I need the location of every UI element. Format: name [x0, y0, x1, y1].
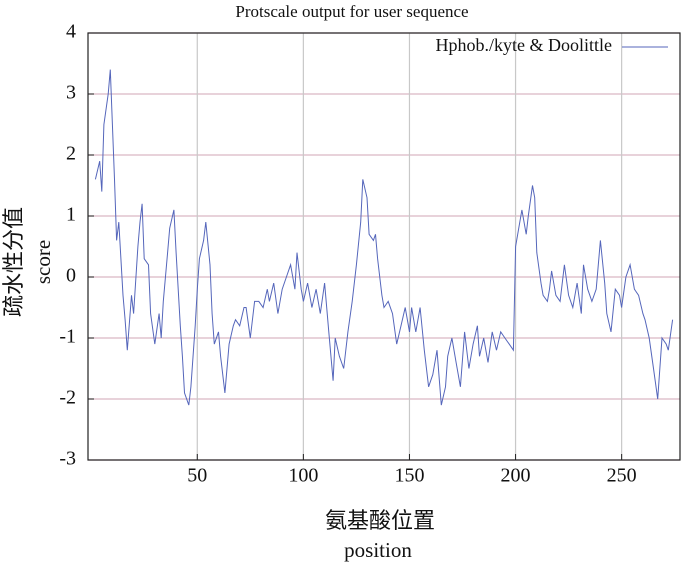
- x-axis-label-cn: 氨基酸位置: [325, 508, 435, 533]
- y-tick-label: -3: [59, 448, 76, 470]
- legend-label: Hphob./kyte & Doolittle: [436, 35, 612, 55]
- x-tick-label: 200: [501, 465, 531, 487]
- chart-title: Protscale output for user sequence: [235, 2, 468, 21]
- x-tick-label: 250: [607, 465, 637, 487]
- y-axis-label: score: [31, 240, 55, 284]
- y-tick-label: -1: [59, 326, 76, 348]
- data-line: [94, 69, 674, 406]
- y-tick-label: 1: [66, 204, 76, 226]
- y-tick-label: 3: [66, 82, 76, 104]
- x-tick-label: 50: [187, 465, 207, 487]
- y-tick-label: 2: [66, 143, 76, 165]
- y-tick-label: 4: [66, 21, 76, 43]
- x-tick-label: 100: [288, 465, 318, 487]
- x-tick-label: 150: [394, 465, 424, 487]
- x-axis-label: position: [344, 538, 412, 562]
- y-tick-label: -2: [59, 387, 76, 409]
- y-tick-label: 0: [66, 265, 76, 287]
- plot-frame: [87, 32, 681, 461]
- y-axis-label-cn: 疏水性分值: [1, 207, 26, 317]
